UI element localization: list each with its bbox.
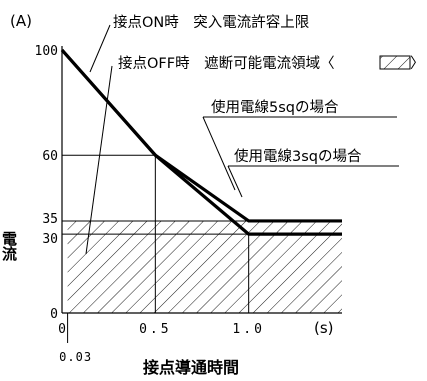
series-wire-3sq [60,48,342,236]
x-tick-0p03: 0.03 [59,350,92,364]
off-current-region [67,220,342,313]
off-label-end: 〉 [410,55,425,72]
x-tick-0p5: 0.5 [139,322,171,337]
x-tick-0: 0 [58,322,66,337]
off-label-leader [85,65,113,255]
wire5-label: 使用電線5sqの場合 [211,99,339,116]
x-axis-title: 接点導通時間 [143,358,239,377]
wire3-label: 使用電線3sqの場合 [234,148,362,165]
on-label: 接点ON時 突入電流許容上限 [113,14,309,31]
y-tick-35: 35 [42,212,58,227]
hatch-legend-swatch [379,55,411,70]
y-tick-0: 0 [50,307,58,322]
wire5-label-leader [202,116,236,191]
y-tick-60: 60 [42,149,58,164]
y-axis-title: 電流 [0,231,18,262]
y-tick-100: 100 [35,44,58,59]
off-label: 接点OFF時 遮断可能電流領域〈 [118,55,335,72]
x-tick-1p0: 1.0 [232,322,264,337]
x-unit-label: (s) [314,319,334,337]
wire3-label-leader [227,165,243,198]
on-label-leader [89,24,111,73]
y-tick-30: 30 [42,232,58,247]
y-unit-label: (A) [10,12,32,30]
